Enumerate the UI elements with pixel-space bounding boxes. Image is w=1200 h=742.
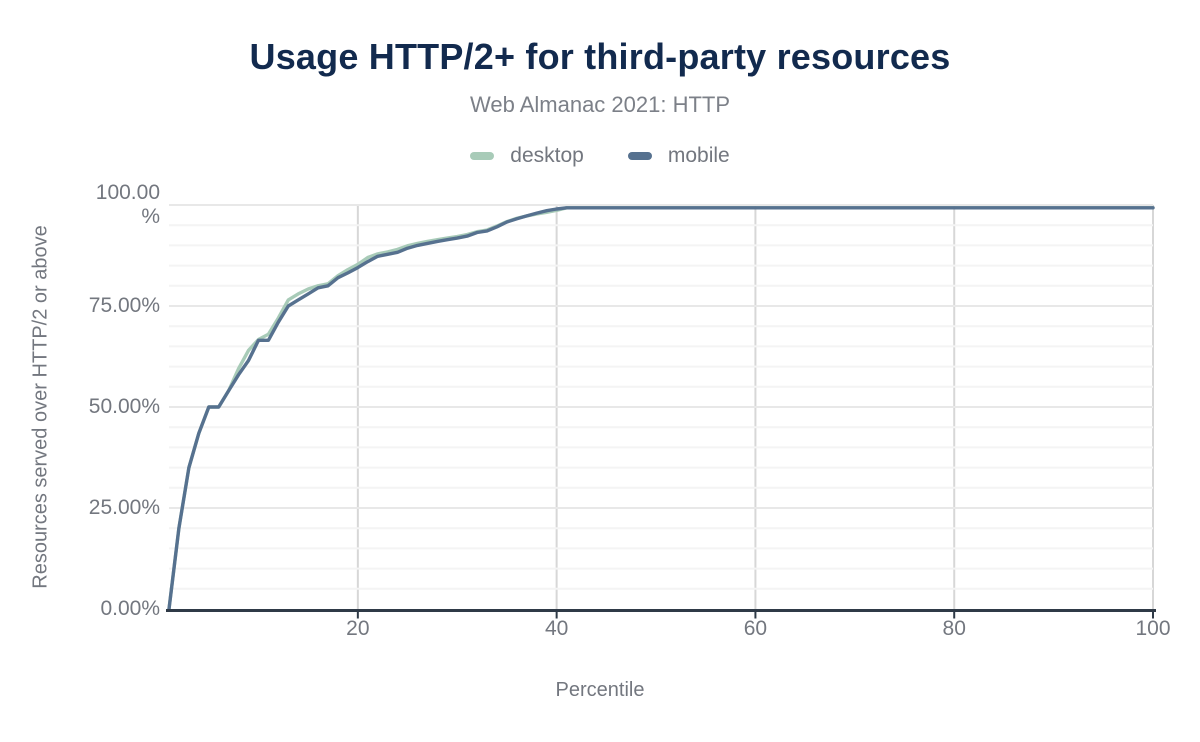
x-tick-label: 60 — [743, 617, 768, 640]
series-line-mobile — [167, 206, 1155, 611]
x-tick-label: 100 — [1135, 617, 1171, 640]
horizontal-minor-gridlines — [169, 224, 1153, 590]
y-tick-label: 0.00% — [100, 596, 160, 620]
y-tick-label: 75.00% — [88, 293, 160, 317]
legend-label: desktop — [510, 144, 584, 167]
x-tick-label: 20 — [346, 617, 370, 640]
legend: desktop mobile — [0, 144, 1200, 168]
y-tick-label: 100.00% — [95, 180, 160, 228]
y-tick-label: 50.00% — [88, 394, 160, 418]
mobile-swatch-icon — [627, 152, 652, 160]
y-axis-title: Resources served over HTTP/2 or above — [29, 225, 52, 589]
legend-label: mobile — [667, 144, 730, 167]
chart-title: Usage HTTP/2+ for third-party resources — [249, 36, 951, 77]
x-axis — [166, 609, 1156, 619]
desktop-swatch-icon — [470, 152, 495, 160]
horizontal-major-gridlines — [169, 204, 1153, 509]
chart-subtitle: Web Almanac 2021: HTTP — [469, 92, 731, 117]
x-axis-title: Percentile — [555, 679, 645, 701]
x-tick-label: 80 — [942, 617, 966, 640]
y-tick-label: 25.00% — [88, 495, 160, 519]
legend-item-mobile: mobile — [627, 144, 730, 168]
x-tick-label: 40 — [544, 617, 569, 640]
series-lines — [167, 206, 1155, 611]
legend-item-desktop: desktop — [470, 144, 584, 168]
